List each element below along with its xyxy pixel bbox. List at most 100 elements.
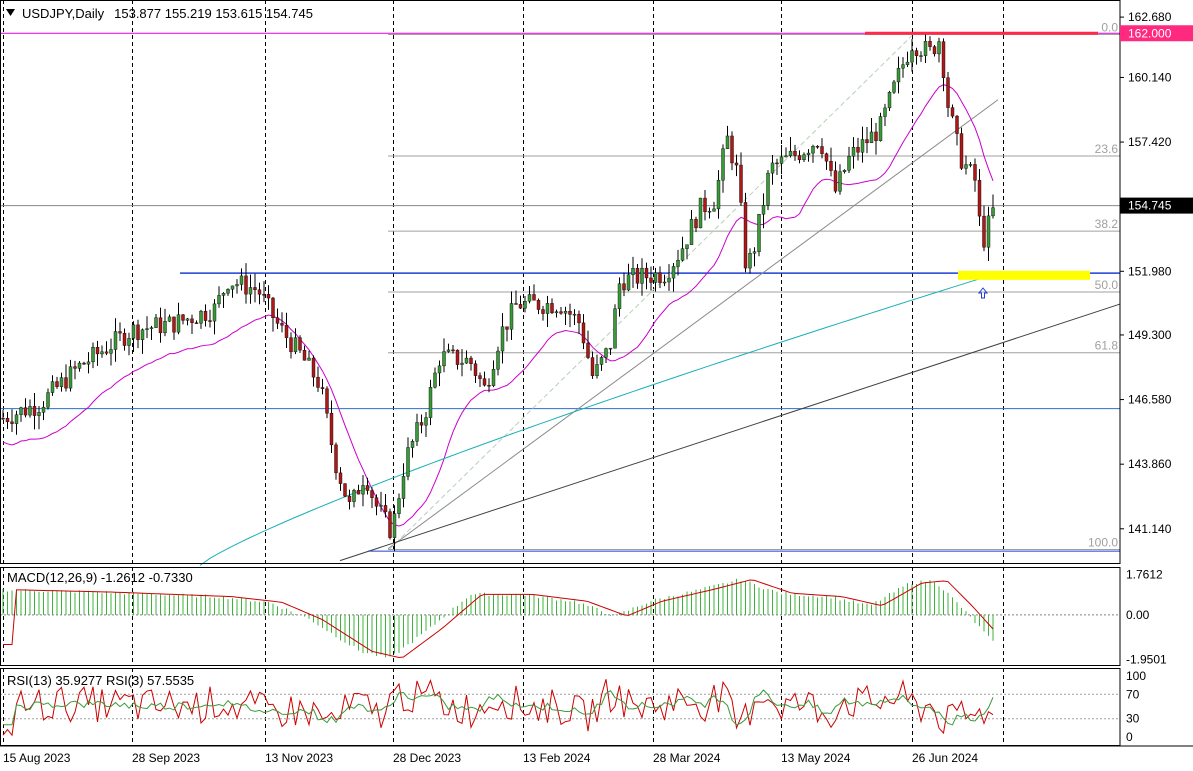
candle-body — [181, 314, 185, 321]
candle-body — [959, 133, 964, 169]
candle-body — [320, 387, 325, 389]
candle-body — [235, 284, 239, 287]
candle-body — [104, 351, 109, 354]
axis-labels: 162.680 160.140 157.420 154.745 151.980 149.3… — [3, 10, 1193, 765]
candle-body — [775, 162, 779, 165]
candle-body — [937, 41, 941, 55]
slow-moving-average — [199, 275, 991, 566]
candle-body — [230, 285, 235, 290]
fibonacci-level-label: 100.0 — [1088, 535, 1118, 549]
candle-body — [955, 115, 959, 134]
candle-body — [352, 490, 356, 502]
candle-body — [824, 153, 829, 162]
candle-body — [662, 281, 667, 284]
panel-frame — [0, 0, 1121, 564]
candle-body — [671, 266, 676, 279]
macd-tick-label: 0.00 — [1126, 608, 1150, 622]
candle-body — [622, 283, 626, 291]
candle-body — [145, 328, 149, 330]
candle-body — [127, 338, 131, 346]
current-price-label: 154.745 — [1128, 199, 1172, 213]
candle-body — [554, 311, 559, 314]
candle-body — [316, 376, 320, 388]
rsi-fast-line — [2, 679, 994, 737]
candle-body — [311, 357, 316, 378]
price-tick-label: 143.860 — [1128, 457, 1172, 471]
candle-body — [19, 407, 23, 415]
candle-body — [158, 317, 163, 334]
candle-body — [464, 357, 469, 364]
candle-body — [635, 268, 640, 284]
current-price-box — [1120, 197, 1193, 214]
candle-body — [473, 363, 478, 376]
candle-body — [361, 485, 365, 495]
macd-tick-label: 1.7612 — [1126, 568, 1163, 582]
candle-body — [914, 50, 919, 56]
candle-body — [779, 156, 784, 164]
candle-body — [433, 372, 437, 388]
candle-body — [743, 202, 748, 269]
candle-body — [851, 147, 856, 157]
candle-body — [977, 180, 982, 217]
candle-body — [383, 505, 388, 512]
candle-body — [973, 164, 977, 181]
candle-body — [455, 349, 460, 365]
candle-body — [766, 172, 770, 206]
candle-body — [964, 164, 968, 169]
price-tick-label: 151.980 — [1128, 264, 1172, 278]
candle-body — [338, 472, 343, 484]
candle-body — [460, 362, 464, 365]
candle-body — [568, 310, 572, 315]
candle-body — [37, 412, 41, 416]
candle-body — [208, 320, 212, 322]
candle-body — [82, 362, 86, 365]
fib-diagonal — [389, 35, 913, 550]
candle-body — [329, 413, 334, 446]
candle-body — [397, 498, 401, 514]
candle-body — [77, 362, 82, 369]
candle-body — [446, 349, 451, 352]
rsi-tick-label: 100 — [1126, 669, 1146, 683]
candle-body — [815, 145, 820, 148]
candle-body — [919, 55, 923, 57]
candle-body — [239, 275, 244, 285]
candle-body — [536, 299, 541, 310]
price-tick-label: 157.420 — [1128, 135, 1172, 149]
candle-body — [14, 414, 19, 424]
candle-body — [131, 324, 136, 339]
price-tick-label: 146.580 — [1128, 393, 1172, 407]
candle-body — [541, 309, 545, 314]
candle-body — [563, 310, 568, 314]
rsi-tick-label: 30 — [1126, 712, 1140, 726]
rsi-tick-label: 0 — [1126, 730, 1133, 744]
candle-body — [689, 219, 694, 245]
macd-panel — [0, 578, 1120, 658]
fibonacci-level-label: 38.2 — [1095, 217, 1119, 231]
candle-body — [905, 61, 910, 65]
date-tick-label: 28 Mar 2024 — [653, 751, 721, 765]
price-tick-label: 160.140 — [1128, 70, 1172, 84]
candle-body — [100, 351, 104, 355]
candle-body — [428, 387, 433, 418]
annotations — [865, 31, 1098, 299]
candle-body — [347, 495, 352, 502]
candle-body — [829, 161, 833, 171]
candle-body — [509, 303, 514, 330]
candle-body — [874, 131, 878, 141]
rsi-slow-line — [3, 689, 994, 726]
candle-body — [752, 251, 757, 254]
collapse-triangle-icon[interactable] — [6, 9, 15, 16]
candle-body — [257, 289, 262, 295]
candle-body — [730, 135, 734, 164]
candle-body — [271, 297, 275, 319]
moving-averages — [2, 84, 994, 566]
candle-body — [802, 154, 806, 161]
date-tick-label: 13 Feb 2024 — [523, 751, 591, 765]
candle-body — [68, 366, 73, 389]
candle-body — [527, 294, 532, 302]
candle-body — [374, 497, 379, 507]
level-price-label: 162.000 — [1128, 26, 1172, 40]
candle-body — [410, 441, 415, 448]
candle-body — [559, 311, 563, 314]
candle-body — [793, 150, 797, 156]
